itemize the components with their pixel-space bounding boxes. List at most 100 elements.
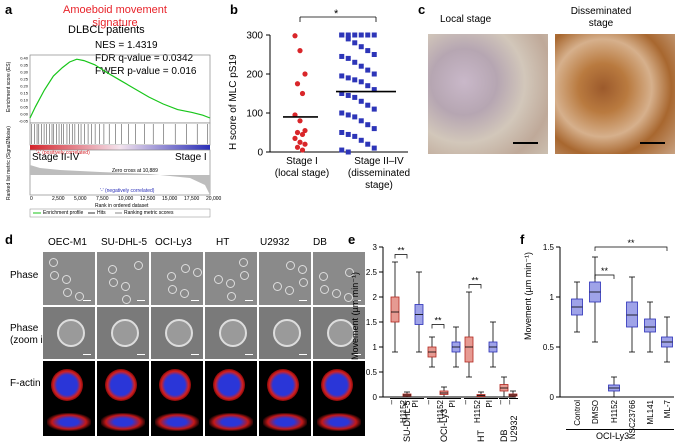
b-stage2-point xyxy=(339,91,345,96)
b-stage1-point xyxy=(299,147,306,153)
f-x-tick-label: Control xyxy=(573,400,582,426)
d-zoom-cell xyxy=(327,319,355,347)
b-stage2-point xyxy=(365,83,371,89)
d-phase-cell xyxy=(50,271,59,280)
gsea-pos-corr: '+' (positively correlated) xyxy=(36,150,90,156)
d-phase-cell xyxy=(193,268,202,277)
d-image-zoom-0 xyxy=(43,307,95,359)
d-phase-cell xyxy=(180,289,189,298)
b-stage2-point xyxy=(365,102,371,108)
b-stage1-point xyxy=(294,144,301,150)
b-stage2-point xyxy=(339,73,345,79)
e-group-line xyxy=(509,398,518,399)
d-phase-cell xyxy=(298,265,307,274)
b-stage2-point xyxy=(345,92,351,98)
b-group-2-line2: (disseminated xyxy=(347,168,411,179)
gsea-y-tick-label: 0.40 xyxy=(20,56,29,61)
d-col-sudhl5: SU-DHL-5 xyxy=(101,237,148,248)
b-stage2-point xyxy=(339,110,345,116)
d-scale-bar xyxy=(83,353,91,355)
d-factin-cell xyxy=(51,369,83,401)
gsea-legend-hits: Hits xyxy=(97,210,106,216)
gsea-neg-corr: '-' (negatively correlated) xyxy=(100,188,155,194)
panel-label-f: f xyxy=(520,232,525,247)
d-zoom-cell xyxy=(273,319,301,347)
gsea-y-tick-label: 0.05 xyxy=(20,105,29,110)
e-x-tick-label: PI xyxy=(411,400,420,408)
d-phase-cell xyxy=(121,282,130,291)
e-x-tick-label: PI xyxy=(448,400,457,408)
d-phase-cell xyxy=(181,264,190,273)
d-image-grid xyxy=(43,252,365,436)
d-image-phase-3 xyxy=(205,252,257,305)
gsea-y-tick-label: 0.35 xyxy=(20,63,29,68)
gsea-x-tick-label: 20,000 xyxy=(206,196,222,202)
gsea-left-label: Stage II-IV xyxy=(32,152,80,163)
b-group-1-line1: Stage I xyxy=(286,156,318,167)
gsea-x-tick-label: 2,500 xyxy=(52,196,65,202)
e-group-line xyxy=(427,398,461,399)
gsea-hits-frame xyxy=(29,122,211,146)
d-phase-cell xyxy=(108,265,117,274)
gsea-x-tick-label: 10,000 xyxy=(118,196,134,202)
gsea-y-tick-label: 0.25 xyxy=(20,77,29,82)
b-sig-star: * xyxy=(334,8,339,20)
b-group-1-label: Stage I (local stage) xyxy=(272,156,332,180)
d-scale-bar xyxy=(353,299,361,301)
gsea-metric-area xyxy=(30,165,210,195)
e-box xyxy=(390,296,400,323)
panel-label-d: d xyxy=(5,232,13,247)
b-stage2-point xyxy=(352,114,358,120)
d-image-zoom-3 xyxy=(205,307,257,359)
e-sig-bracket xyxy=(394,254,408,259)
gsea-plot: 0.40 0.35 0.30 0.25 0.20 0.15 0.10 0.05 0.00 -0.0… xyxy=(19,54,211,218)
b-stage2-point xyxy=(365,141,371,147)
d-phase-cell xyxy=(299,278,308,287)
d-phase-cell xyxy=(49,258,58,267)
e-y-tick-label: 0.5 xyxy=(366,368,378,377)
d-col-u2932: U2932 xyxy=(260,237,290,248)
e-sig-star: ** xyxy=(434,316,442,326)
d-phase-cell xyxy=(273,282,282,291)
d-factin-slice xyxy=(263,413,307,431)
b-stage1-point xyxy=(292,33,298,39)
b-group-1-line2: (local stage) xyxy=(274,168,330,179)
f-y-tick-label: 1 xyxy=(550,293,555,302)
d-image-zoom-1 xyxy=(97,307,149,359)
d-phase-cell xyxy=(62,275,71,284)
d-factin-slice xyxy=(155,413,199,431)
d-col-oec: OEC-M1 xyxy=(48,237,87,248)
gsea-y-tick-label: 0.00 xyxy=(20,112,29,117)
b-stage1-point xyxy=(299,90,306,97)
f-group-line xyxy=(566,429,674,430)
gsea-x-tick-label: 5,000 xyxy=(74,196,87,202)
d-zoom-cell xyxy=(165,319,193,347)
e-group-label: SU-DHL-5 xyxy=(402,400,412,442)
f-x-tick-label: ML-7 xyxy=(663,400,672,419)
d-image-zoom-5 xyxy=(313,307,365,359)
b-stage2-point xyxy=(345,149,351,155)
b-stage2-point xyxy=(358,44,364,50)
b-stage2-point xyxy=(371,71,377,77)
d-factin-cell xyxy=(213,369,245,401)
b-y-tick-label: 100 xyxy=(246,109,263,120)
b-stage2-point xyxy=(352,59,358,65)
b-stage1-point xyxy=(297,118,303,124)
gsea-x-tick-label: 15,000 xyxy=(162,196,178,202)
c-right-title: Disseminated stage xyxy=(556,6,646,30)
d-factin-cell xyxy=(105,369,137,401)
d-image-factin-0 xyxy=(43,361,95,436)
d-factin-slice xyxy=(209,413,253,431)
gsea-subtitle: DLBCL patients xyxy=(68,24,145,36)
b-group-2-line1: Stage II–IV xyxy=(354,156,404,167)
f-x-labels: Control DMSO H1152 NSC23766 ML141 ML-7 OCI-Ly3 xyxy=(522,398,679,443)
d-row-phase-zoom: Phase (zoom in) xyxy=(10,323,52,347)
b-stage2-point xyxy=(339,147,345,153)
gsea-y-tick-label: 0.10 xyxy=(20,98,29,103)
d-phase-cell xyxy=(75,292,84,301)
b-stage2-point xyxy=(365,122,371,128)
d-col-ht: HT xyxy=(216,237,230,248)
d-factin-cell xyxy=(321,369,353,401)
gsea-y-tick-label: 0.20 xyxy=(20,84,29,89)
panel-b-chart: 0 100 200 300 xyxy=(246,16,408,159)
